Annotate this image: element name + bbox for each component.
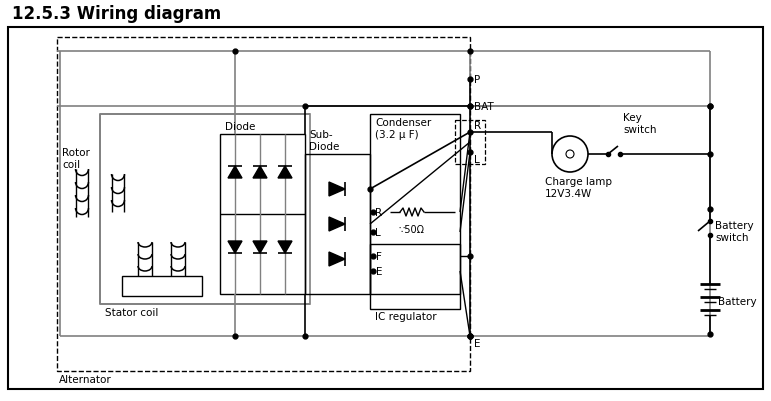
- Bar: [370, 244, 460, 309]
- Polygon shape: [329, 217, 345, 231]
- Bar: [57, 38, 470, 371]
- Text: L: L: [474, 155, 480, 164]
- Text: Condenser
(3.2 μ F): Condenser (3.2 μ F): [375, 118, 431, 139]
- Polygon shape: [329, 252, 345, 266]
- Text: Key
switch: Key switch: [623, 113, 656, 135]
- Polygon shape: [329, 182, 345, 196]
- Polygon shape: [253, 241, 267, 253]
- Text: E: E: [376, 266, 382, 276]
- Bar: [100, 115, 310, 304]
- Bar: [370, 115, 460, 294]
- Text: Battery
switch: Battery switch: [715, 221, 753, 242]
- Bar: [220, 135, 305, 294]
- Text: BAT: BAT: [474, 102, 493, 112]
- Text: IC regulator: IC regulator: [375, 311, 436, 321]
- Text: R: R: [375, 207, 382, 217]
- Text: L: L: [375, 227, 381, 237]
- Bar: [122, 276, 202, 296]
- Polygon shape: [253, 166, 267, 178]
- Text: Charge lamp
12V3.4W: Charge lamp 12V3.4W: [545, 176, 612, 198]
- Text: Sub-
Diode: Sub- Diode: [309, 130, 339, 152]
- Text: ∵50Ω: ∵50Ω: [398, 225, 424, 235]
- Polygon shape: [278, 166, 292, 178]
- Bar: [305, 155, 370, 294]
- Text: R: R: [474, 121, 481, 131]
- Polygon shape: [228, 166, 242, 178]
- Text: Diode: Diode: [225, 122, 255, 132]
- Text: Stator coil: Stator coil: [105, 307, 158, 317]
- Text: Battery: Battery: [718, 296, 756, 306]
- Polygon shape: [278, 241, 292, 253]
- Text: Alternator: Alternator: [59, 374, 112, 384]
- Text: F: F: [376, 251, 382, 261]
- Text: P: P: [474, 75, 480, 85]
- Text: Rotor
coil: Rotor coil: [62, 148, 90, 169]
- Bar: [455, 121, 485, 164]
- Text: 12.5.3 Wiring diagram: 12.5.3 Wiring diagram: [12, 5, 221, 23]
- Text: E: E: [474, 338, 480, 348]
- Polygon shape: [228, 241, 242, 253]
